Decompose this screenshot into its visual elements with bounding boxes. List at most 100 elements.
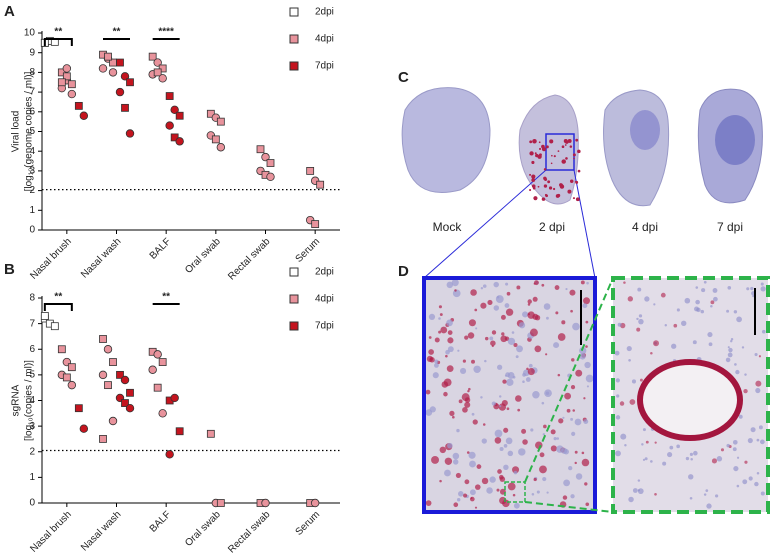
legend-label: 4dpi [315, 294, 334, 305]
stain-dot [572, 409, 575, 412]
y-tick-label: 2 [29, 185, 35, 196]
data-point [266, 172, 275, 182]
tissue-dot [615, 415, 621, 420]
data-point [67, 89, 77, 99]
stain-dot [443, 391, 448, 397]
stain-dot [438, 330, 442, 334]
x-tick-label: Rectal swab [226, 236, 273, 283]
stain-dot [484, 359, 487, 363]
stain-dot [548, 186, 553, 190]
tissue-dot [730, 338, 734, 341]
stain-dot [425, 500, 432, 506]
image-label: 7 dpi [717, 220, 743, 234]
stain-dot [515, 395, 522, 402]
tissue-dot [671, 343, 677, 349]
tissue-dot [727, 285, 732, 290]
data-point [206, 109, 215, 118]
stain-dot [545, 194, 549, 198]
stain-dot [575, 473, 583, 480]
data-point [306, 166, 315, 175]
data-point [153, 383, 162, 392]
stain-dot [553, 187, 556, 191]
data-point [116, 370, 124, 379]
data-point [108, 68, 118, 77]
stain-dot [556, 445, 564, 453]
data-point [175, 427, 184, 436]
stain-dot [454, 289, 457, 292]
data-point [153, 68, 162, 77]
tissue-dot [710, 304, 713, 308]
stain-dot [438, 317, 441, 320]
stain-dot [486, 487, 493, 494]
data-point [109, 358, 117, 366]
stain-dot [558, 418, 564, 424]
stain [715, 115, 755, 165]
tissue-dot [676, 444, 680, 449]
y-tick-label: 5 [29, 126, 35, 137]
data-point [165, 121, 174, 130]
tissue-dot [706, 503, 712, 509]
tissue-dot [750, 286, 754, 291]
legend-swatch [289, 7, 299, 17]
data-point [266, 159, 275, 167]
stain-dot [570, 385, 576, 390]
zoom-box [611, 276, 770, 514]
stain-dot [527, 368, 535, 376]
stain-dot [474, 308, 478, 312]
stain-dot [487, 299, 493, 306]
stain-dot [557, 150, 560, 152]
stain-dot [474, 484, 481, 490]
stain-dot [484, 336, 489, 341]
stain-dot [434, 362, 439, 368]
stain-dot [452, 459, 459, 465]
stain-dot [565, 157, 568, 160]
stain-dot [451, 279, 459, 287]
stain-dot [532, 391, 540, 399]
tissue-dot [747, 437, 753, 444]
tissue-dot [713, 296, 718, 302]
stain-dot [505, 437, 513, 445]
stain-dot [432, 372, 439, 379]
stain-dot [503, 427, 509, 433]
stain-dot [468, 319, 476, 327]
legend-swatch [289, 321, 299, 331]
data-point [206, 429, 215, 438]
stain-dot [505, 282, 509, 286]
zoom-line [524, 501, 614, 513]
x-tick-label: BALF [148, 509, 173, 534]
stain-dot [586, 385, 589, 388]
data-point [74, 404, 83, 413]
stain-dot [464, 335, 469, 340]
y-tick-label: 6 [29, 344, 35, 355]
data-point [148, 52, 157, 61]
tissue-dot [692, 340, 697, 345]
tissue-dot [638, 318, 644, 325]
tissue-dot [667, 452, 673, 458]
stain-dot [562, 416, 565, 419]
stain-dot [511, 331, 515, 334]
stain-dot [521, 428, 527, 434]
data-point [165, 92, 174, 100]
stain-dot [571, 431, 576, 436]
stain-dot [563, 479, 571, 487]
legend-label: 2dpi [315, 7, 334, 18]
stain-dot [452, 415, 455, 419]
stain-dot [538, 147, 542, 151]
tissue-dot [760, 491, 765, 496]
stain-dot [499, 405, 502, 408]
tissue-dot [715, 494, 719, 498]
data-point [74, 101, 83, 110]
significance-label: ** [54, 292, 62, 303]
data-point [120, 72, 130, 81]
data-point [79, 424, 89, 433]
tissue-dot [654, 492, 657, 496]
tissue-dot [614, 350, 620, 356]
y-axis-title: sgRNA [11, 384, 22, 416]
stain-dot [527, 299, 532, 304]
stain-dot [425, 389, 431, 395]
stain-dot [557, 333, 566, 341]
tissue-dot [732, 447, 737, 452]
stain-dot [559, 183, 563, 187]
significance-label: ** [54, 27, 62, 38]
tissue-dot [620, 433, 627, 440]
